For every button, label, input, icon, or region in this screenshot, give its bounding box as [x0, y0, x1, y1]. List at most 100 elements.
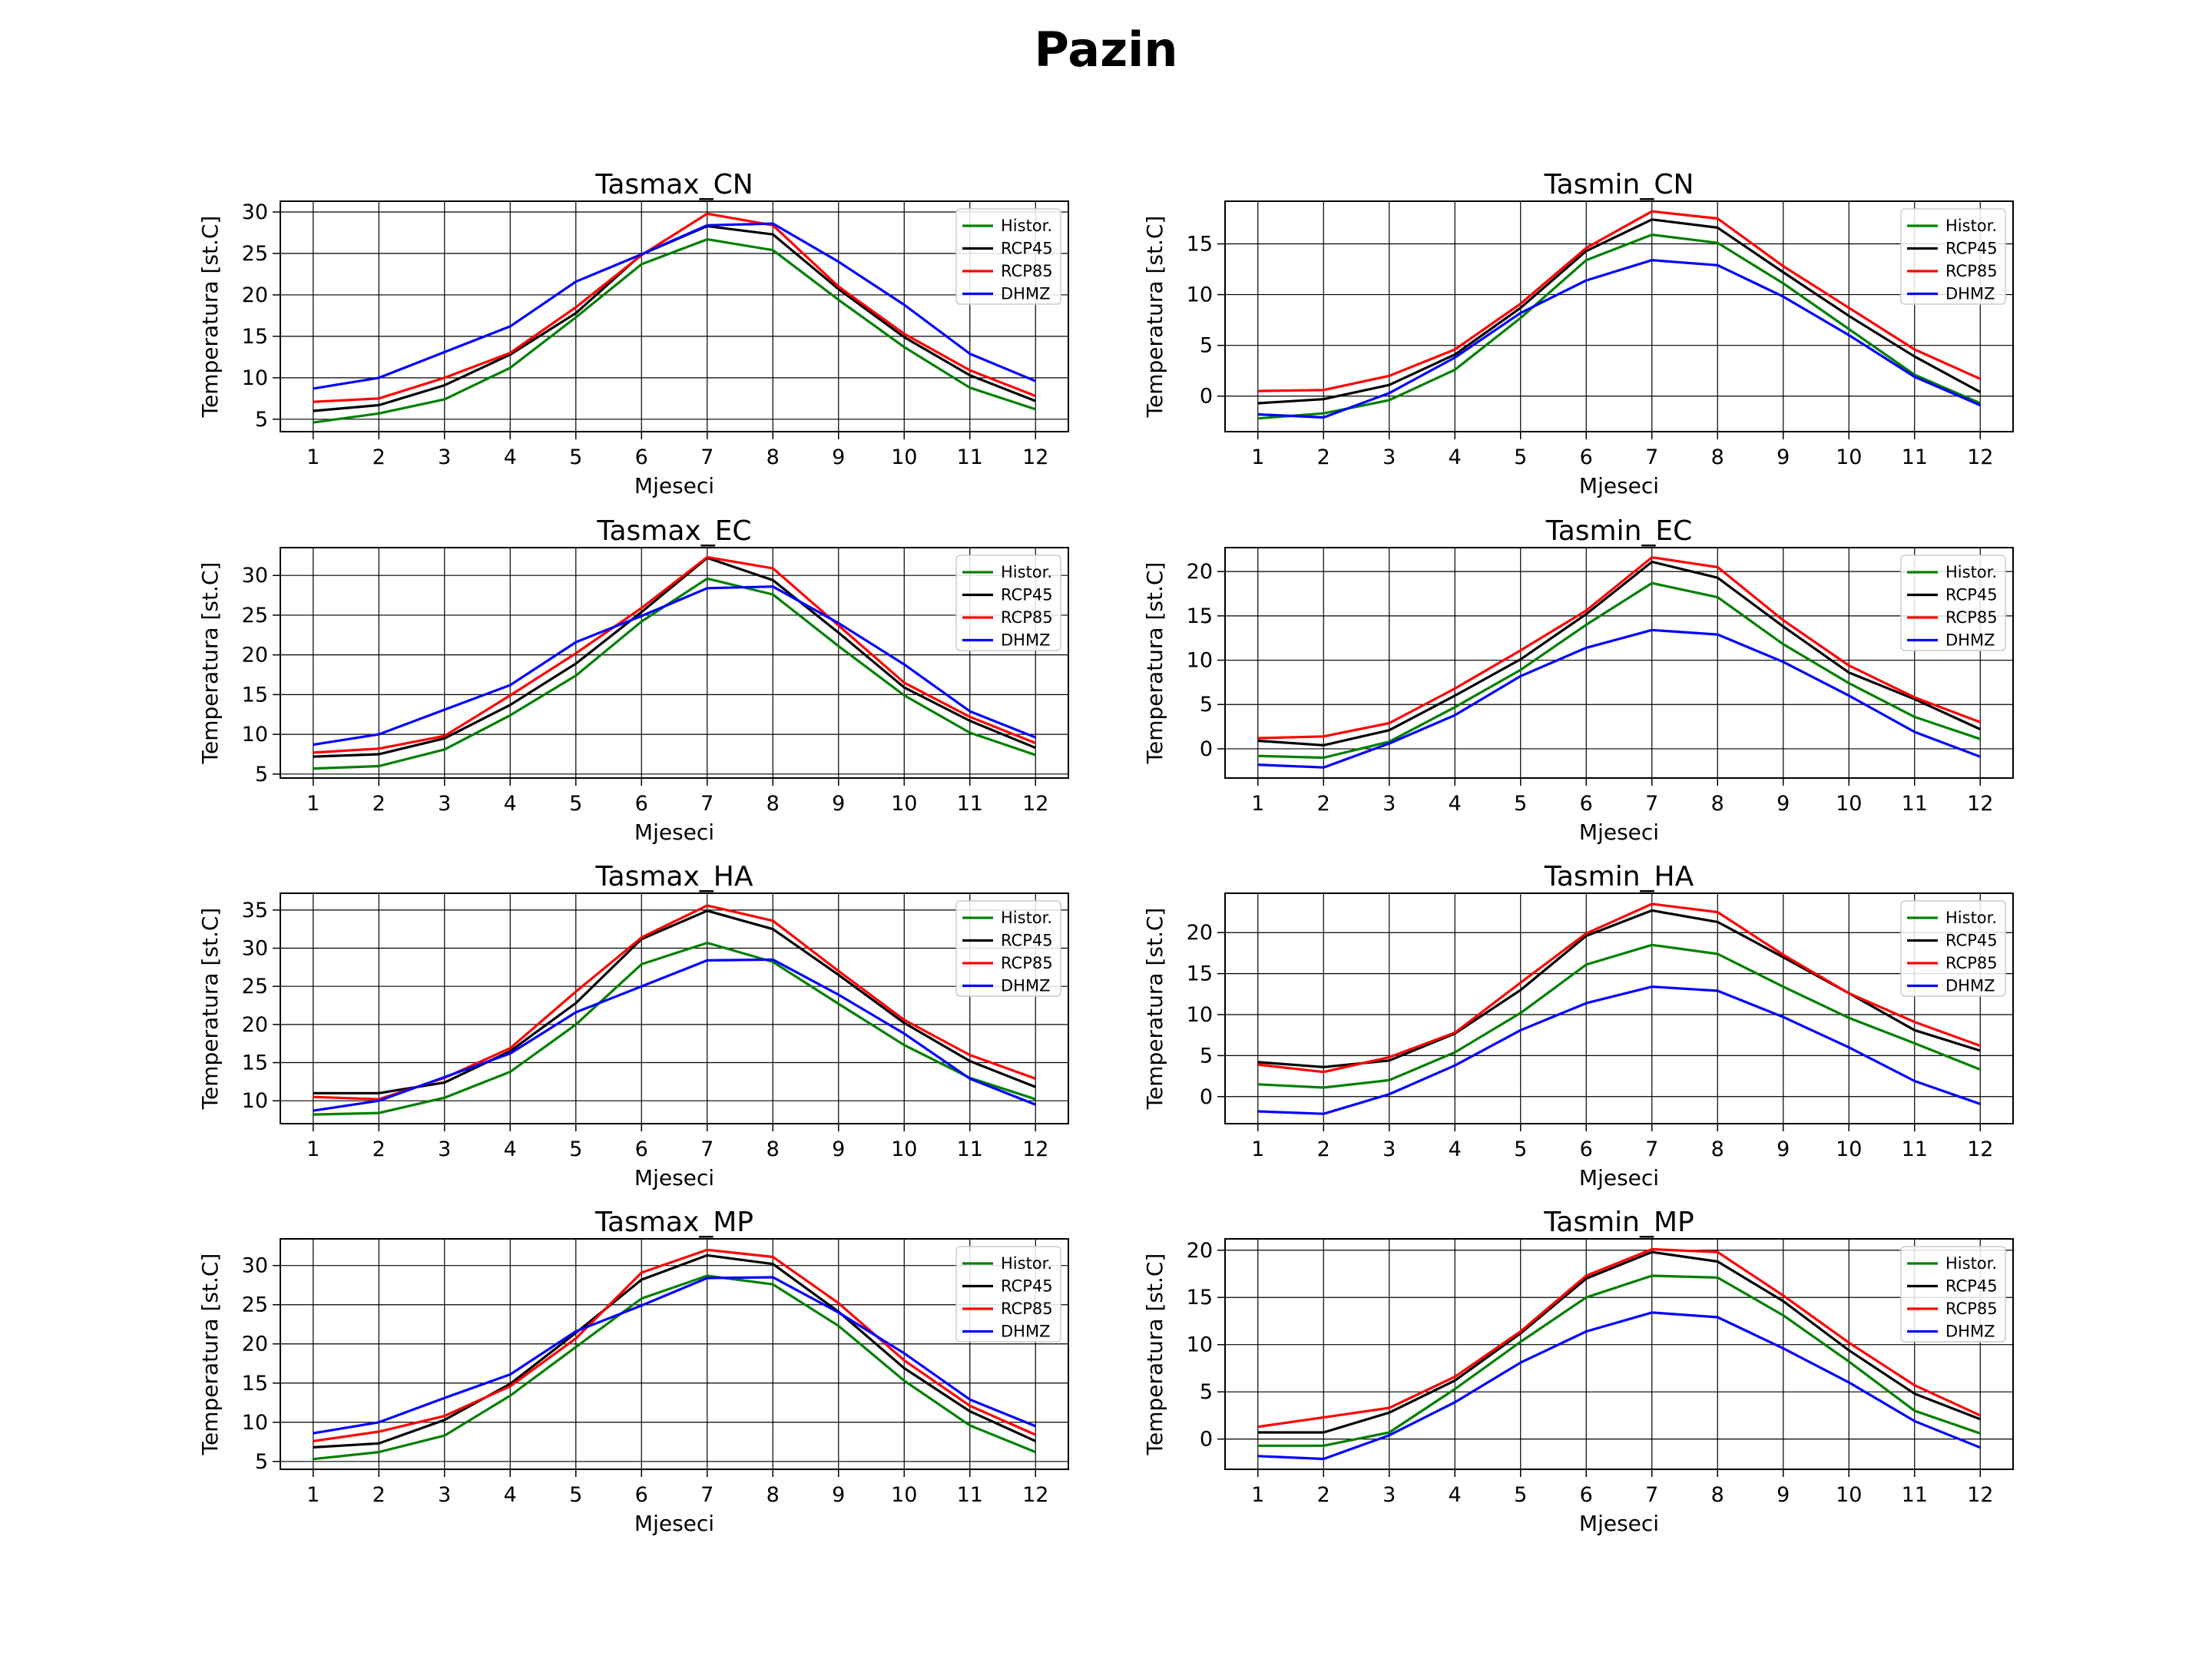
x-tick-label: 1 [1251, 792, 1264, 816]
y-tick-label: 30 [242, 564, 268, 588]
x-tick-label: 9 [832, 792, 845, 816]
x-tick-label: 1 [1251, 445, 1264, 469]
x-tick-label: 6 [1580, 1137, 1593, 1161]
series-line-rcp85 [1257, 902, 1981, 1074]
x-tick-label: 10 [891, 792, 917, 816]
x-axis-label: Mjeseci [1579, 1511, 1659, 1536]
y-tick-label: 10 [1187, 1333, 1213, 1357]
series-line-rcp85 [1257, 1247, 1981, 1429]
x-tick-label: 4 [504, 792, 517, 816]
x-tick-label: 2 [1317, 792, 1330, 816]
subplot-1: 1 2 3 4 5 6 7 8 9 10 11 1251015202530Tasmax_CNMjese… [197, 169, 1069, 498]
x-tick-label: 12 [1967, 445, 1993, 469]
legend-label: RCP85 [1945, 608, 1998, 627]
x-tick-label: 7 [700, 445, 714, 469]
x-tick-label: 2 [373, 792, 386, 816]
y-tick-label: 10 [242, 1411, 268, 1435]
legend-label: RCP45 [1001, 586, 1053, 604]
x-axis-label: Mjeseci [634, 1511, 714, 1536]
y-tick-label: 5 [1200, 1044, 1213, 1068]
legend-label: Histor. [1001, 563, 1052, 581]
x-tick-label: 10 [1836, 445, 1862, 469]
x-tick-label: 11 [957, 792, 983, 816]
series-line-rcp45 [1257, 218, 1982, 405]
legend: Histor. RCP45 RCP85 DHMZ [1900, 1246, 2006, 1343]
x-tick-label: 4 [504, 445, 517, 469]
legend-label: RCP85 [1945, 262, 1998, 280]
subplot-2: 1 2 3 4 5 6 7 8 9 10 11 12051015Tasmin_CNMjeseciTem… [1142, 169, 2014, 498]
legend-label: DHMZ [1945, 285, 1995, 303]
x-tick-label: 12 [1967, 792, 1993, 816]
series-line-histor [1257, 1274, 1981, 1447]
x-tick-label: 3 [1382, 1137, 1396, 1161]
subplot-title: Tasmin_CN [1544, 169, 1694, 200]
x-tick-label: 12 [1022, 792, 1048, 816]
y-tick-label: 15 [1187, 604, 1213, 628]
legend-box [1900, 900, 2006, 997]
x-tick-label: 8 [767, 1483, 780, 1507]
x-tick-label: 3 [1382, 445, 1396, 469]
series-line-rcp85 [313, 212, 1036, 403]
y-tick-label: 15 [242, 325, 268, 349]
y-axis-label: Temperatura [st.C] [1142, 562, 1167, 765]
x-tick-label: 5 [1514, 1483, 1527, 1507]
x-tick-label: 6 [1580, 1483, 1593, 1507]
series-line-rcp45 [1257, 909, 1981, 1068]
x-tick-label: 11 [957, 445, 983, 469]
x-tick-label: 2 [1317, 445, 1330, 469]
x-axis-label: Mjeseci [634, 820, 714, 845]
subplot-8: 1 2 3 4 5 6 7 8 9 10 11 1205101520Tasmin_MPMjeseciT… [1142, 1207, 2014, 1536]
x-tick-label: 11 [1902, 1483, 1928, 1507]
x-tick-label: 6 [1580, 792, 1593, 816]
subplot-title: Tasmax_CN [594, 169, 753, 200]
series-line-rcp85 [1257, 556, 1981, 740]
x-tick-label: 4 [1449, 1483, 1462, 1507]
x-tick-label: 10 [891, 1483, 917, 1507]
y-tick-label: 10 [1187, 1003, 1213, 1027]
y-tick-label: 15 [242, 1372, 268, 1396]
subplot-title: Tasmin_MP [1543, 1207, 1694, 1238]
plot-frame [280, 547, 1069, 779]
y-tick-label: 10 [1187, 649, 1213, 673]
legend-box [1900, 555, 2006, 651]
legend-label: DHMZ [1945, 1323, 1995, 1341]
x-tick-label: 3 [1382, 1483, 1396, 1507]
legend-label: RCP85 [1945, 954, 1998, 972]
x-tick-label: 9 [832, 1137, 845, 1161]
legend-label: Histor. [1945, 909, 1997, 927]
subplot-title: Tasmax_MP [594, 1207, 753, 1238]
y-tick-label: 25 [242, 975, 268, 998]
legend-box [955, 208, 1061, 305]
legend-label: RCP45 [1945, 586, 1998, 604]
y-tick-label: 20 [242, 1013, 268, 1037]
series-line-rcp45 [1257, 560, 1981, 747]
x-tick-label: 11 [957, 1483, 983, 1507]
legend-label: RCP85 [1001, 262, 1053, 280]
legend-label: DHMZ [1945, 977, 1995, 995]
x-tick-label: 12 [1022, 445, 1048, 469]
x-tick-label: 4 [1449, 792, 1462, 816]
x-tick-label: 7 [1645, 1137, 1658, 1161]
x-tick-label: 3 [1382, 792, 1396, 816]
x-axis-label: Mjeseci [1579, 820, 1659, 845]
series-line-rcp85 [313, 904, 1036, 1101]
x-tick-label: 10 [1836, 792, 1862, 816]
x-axis-label: Mjeseci [634, 1165, 714, 1190]
x-tick-label: 10 [1836, 1483, 1862, 1507]
y-tick-label: 5 [1200, 693, 1213, 717]
y-tick-label: 30 [242, 200, 268, 224]
y-tick-label: 15 [1187, 233, 1213, 257]
legend: Histor. RCP45 RCP85 DHMZ [955, 208, 1061, 305]
x-tick-label: 10 [891, 445, 917, 469]
plot-frame [1224, 547, 2014, 779]
series-line-dhmz [1257, 259, 1981, 419]
y-tick-label: 15 [1187, 962, 1213, 986]
x-tick-label: 2 [1317, 1483, 1330, 1507]
legend-label: RCP45 [1001, 1277, 1053, 1296]
legend-box [955, 1246, 1061, 1343]
y-tick-label: 5 [255, 763, 268, 786]
x-tick-label: 1 [306, 792, 320, 816]
x-tick-label: 8 [1711, 445, 1724, 469]
legend: Histor. RCP45 RCP85 DHMZ [955, 900, 1061, 997]
x-tick-label: 5 [1514, 1137, 1527, 1161]
